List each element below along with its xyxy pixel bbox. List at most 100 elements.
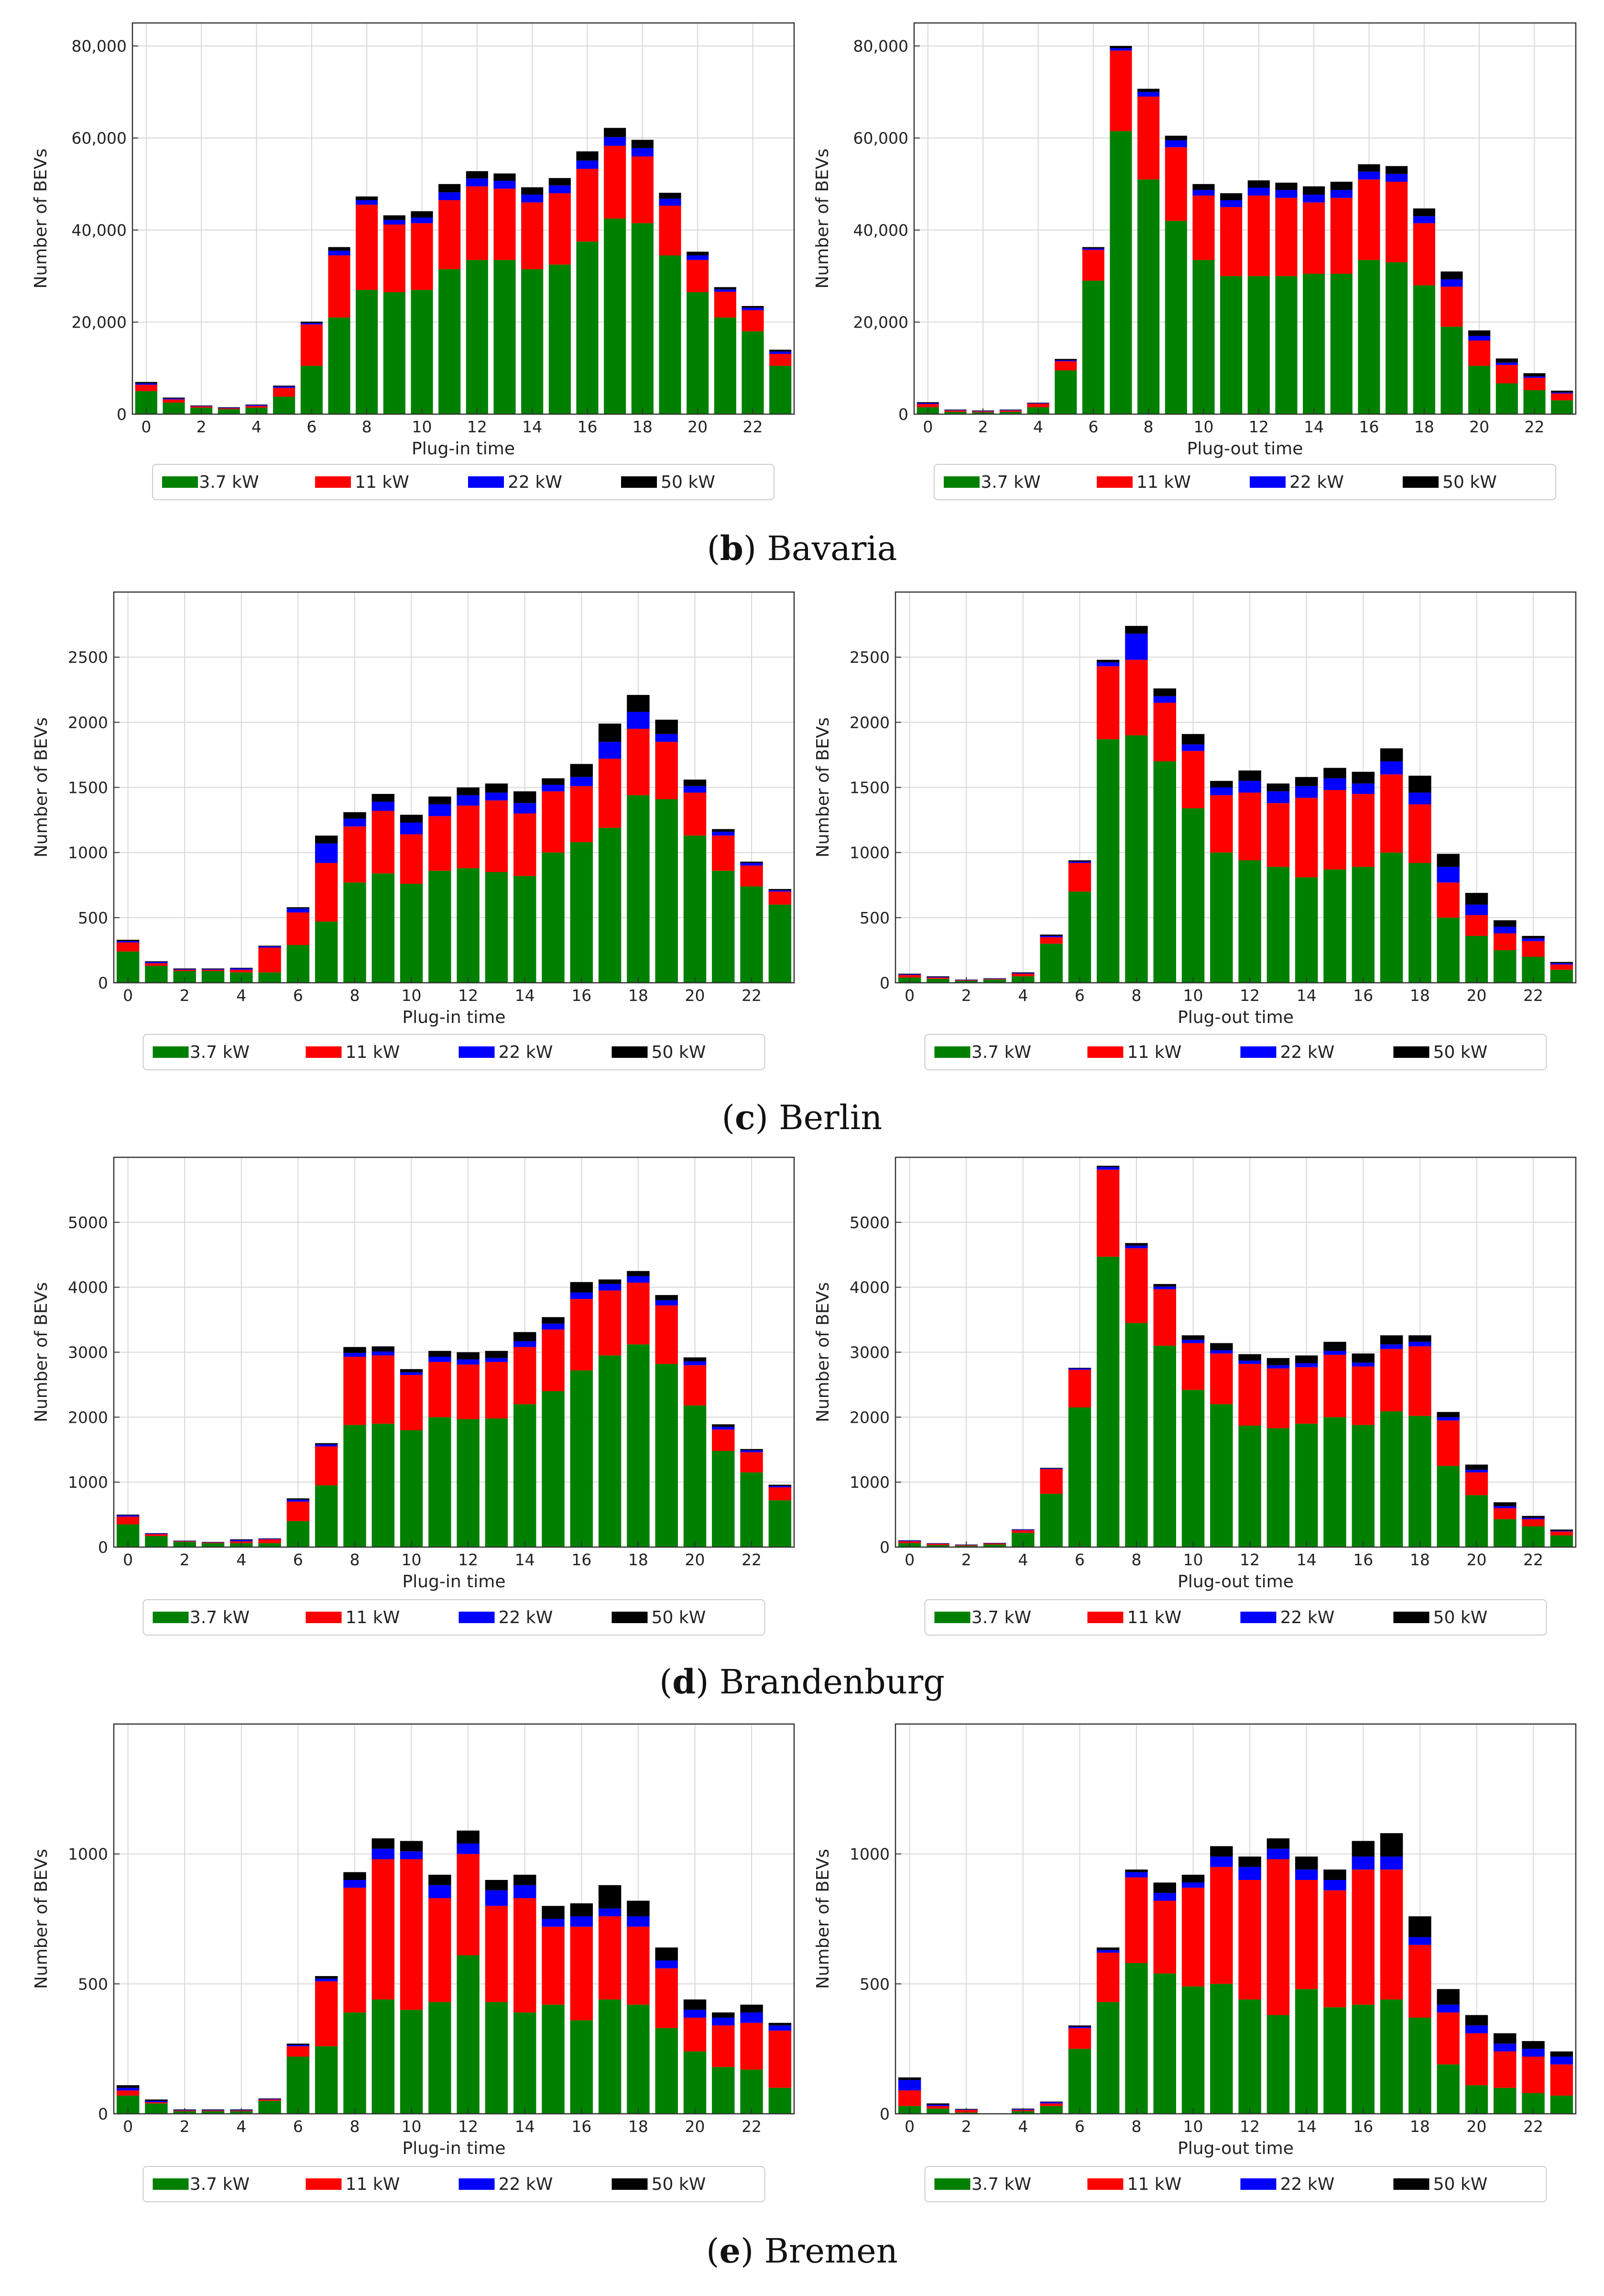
bar-segment [1523,373,1546,377]
bar-segment [999,410,1022,412]
bar-segment [1068,2028,1091,2049]
x-tick-label: 4 [1018,1550,1028,1569]
bar-segment [116,1516,140,1525]
bar-segment [1266,783,1290,791]
bar-segment [570,786,593,842]
bar-segment [286,945,310,983]
bar-segment [258,1543,281,1547]
bar-segment [1247,276,1270,414]
bar-segment [712,1450,735,1547]
bar-segment [457,1830,480,1844]
y-axis-label: Number of BEVs [813,1849,833,1989]
bar-segment [1153,1882,1176,1893]
legend-swatch [153,1612,189,1623]
bar-segment [1210,1857,1233,1867]
bar-segment [655,799,678,983]
bar-segment [1330,274,1353,414]
bar-segment [742,310,764,331]
bar-segment [1181,1390,1205,1547]
bar-segment [300,321,323,323]
bar-segment [683,1357,707,1362]
legend-swatch [1240,2178,1277,2190]
x-axis-label: Plug-out time [1187,439,1303,459]
bar-segment [371,802,394,811]
bar-segment [1303,186,1325,195]
legend-swatch [934,1046,971,1058]
bar-segment [1266,803,1290,867]
bar-segment [1465,2015,1488,2026]
bar-segment [400,1372,423,1375]
y-tick-label: 500 [860,909,890,927]
bar-segment [315,843,338,863]
bar-segment [655,1968,678,2028]
bar-segment [1220,276,1243,414]
x-tick-label: 12 [458,2117,478,2136]
bar-segment [1238,1363,1261,1426]
bar-segment [457,1419,480,1547]
y-axis-label: Number of BEVs [32,717,51,857]
bar-segment [1437,2064,1460,2114]
bar-segment [1125,735,1148,983]
bar-segment [201,1542,225,1543]
bar-segment [1465,893,1488,905]
bar-segment [371,1848,394,1859]
bar-segment [1068,1368,1091,1370]
bar-segment [371,873,394,983]
bar-segment [1110,48,1132,51]
bar-segment [1358,164,1380,172]
bar-segment [927,2106,949,2109]
bar-segment [542,785,565,791]
bar-segment [343,1352,366,1357]
bar-segment [548,178,571,186]
bar-segment [371,811,394,874]
x-tick-label: 6 [293,2117,303,2136]
bar-segment [1096,662,1120,667]
bar-segment [1323,1417,1346,1547]
bar-segment [1295,1367,1318,1424]
x-tick-label: 20 [685,1550,705,1569]
bar-segment [655,742,678,800]
bar-segment [1068,2026,1091,2028]
bar-segment [286,1501,310,1521]
x-tick-label: 14 [522,417,542,436]
legend-label: 3.7 kW [190,2175,250,2194]
bar-segment [438,184,461,193]
bar-segment [286,2043,310,2045]
bar-segment [230,969,253,973]
bar-segment [1247,195,1270,276]
y-axis-label: Number of BEVs [813,148,832,288]
bar-segment [627,1901,650,1917]
legend-frame [142,1599,765,1636]
bar-segment [1323,1869,1346,1880]
bar-segment [570,1370,593,1547]
bar-segment [1181,1882,1205,1888]
bar-segment [570,764,593,777]
bar-segment [1380,1349,1403,1412]
bar-segment [356,205,378,290]
bar-segment [1380,1869,1403,1999]
bar-segment [1012,972,1035,973]
bar-segment [1408,1944,1431,2018]
bar-segment [740,865,763,887]
bar-segment [1550,2051,1573,2057]
y-axis-label: Number of BEVs [32,1282,51,1422]
bar-segment [1495,363,1518,365]
bar-segment [742,308,764,310]
y-tick-label: 20,000 [853,313,908,332]
bar-segment [1040,2103,1063,2106]
bar-segment [1303,194,1325,203]
bar-segment [598,724,622,742]
legend-label: 3.7 kW [190,1608,250,1627]
bar-segment [1181,1875,1205,1883]
bar-segment [1275,276,1298,414]
bar-segment [655,1305,678,1364]
x-tick-label: 20 [685,986,705,1005]
bar-segment [740,2069,763,2114]
bar-segment [457,868,480,983]
bar-segment [1210,1353,1233,1405]
legend-frame [142,2166,765,2202]
plot-frame [131,22,795,415]
x-tick-label: 12 [1240,2117,1260,2136]
bar-segment [1550,962,1573,964]
bar-segment [286,2046,310,2057]
